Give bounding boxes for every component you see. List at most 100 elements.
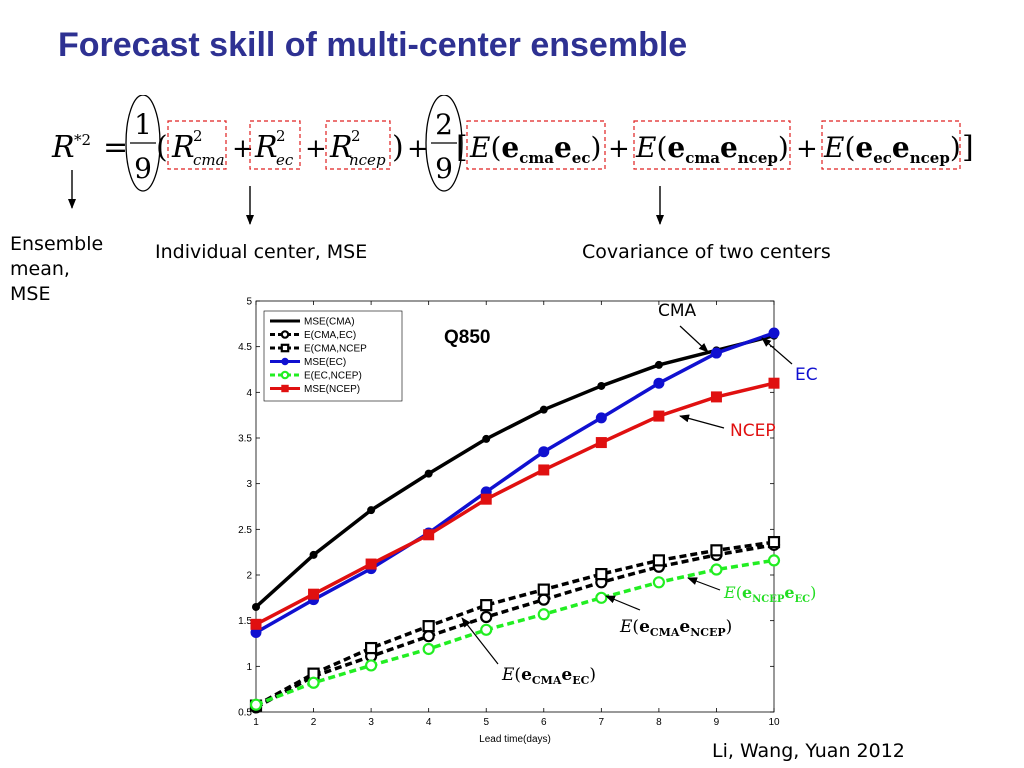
data-point	[365, 558, 377, 570]
series-e-ec-ncep-	[249, 554, 781, 711]
x-tick-label: 1	[253, 717, 259, 728]
data-point	[595, 591, 608, 604]
data-point	[482, 434, 491, 443]
data-point	[710, 347, 722, 359]
data-point	[539, 405, 548, 414]
data-point	[710, 563, 723, 576]
data-point	[308, 588, 320, 600]
svg-text:cma: cma	[193, 151, 225, 169]
svg-text:(: (	[156, 130, 168, 165]
data-point	[597, 381, 606, 390]
data-point	[537, 593, 550, 606]
data-point	[654, 360, 663, 369]
data-point	[423, 529, 435, 541]
arrow-e-ncep-ec	[687, 577, 721, 591]
data-point	[280, 343, 290, 353]
y-tick-label: 5	[246, 297, 252, 308]
y-tick-label: 2.5	[238, 525, 252, 536]
slide-title: Forecast skill of multi-center ensemble	[58, 26, 688, 64]
data-point	[422, 620, 435, 633]
svg-text:R: R	[254, 130, 278, 165]
box-cov-cma-ec	[466, 120, 606, 170]
label-cma: CMA	[658, 301, 697, 321]
x-tick-label: 9	[714, 717, 720, 728]
svg-text:+: +	[232, 134, 254, 164]
axes: 1 2 3 4 5 6 7 8 9 100.511.522.533.544.55	[238, 297, 780, 729]
legend: MSE(CMA) E(CMA,EC) E(CMA,NCEP MSE(EC) E(EC,N…	[263, 310, 403, 402]
legend-label: E(EC,NCEP)	[304, 371, 362, 382]
data-point	[480, 610, 493, 624]
data-point	[537, 583, 550, 596]
arrow-ec	[761, 337, 793, 365]
svg-text:+: +	[608, 134, 630, 164]
box-mse-ec	[249, 120, 301, 170]
data-point	[480, 599, 493, 612]
coef1-denominator: 9	[134, 152, 152, 185]
svg-text:+: +	[407, 134, 429, 164]
label-e-ncep-ec: E(eNCEPeEC)	[723, 583, 816, 605]
data-point	[710, 544, 723, 557]
y-tick-label: 3.5	[238, 434, 252, 445]
y-tick-label: 2	[246, 571, 252, 582]
label-ec: EC	[795, 365, 818, 385]
box-mse-ncep	[325, 120, 391, 170]
y-tick-label: 0.5	[238, 708, 252, 719]
svg-text:+: +	[796, 134, 818, 164]
data-point	[652, 576, 665, 589]
x-tick-label: 7	[599, 717, 605, 728]
annotation-covariance: Covariance of two centers	[582, 241, 831, 263]
data-point	[768, 327, 780, 339]
annotation-ensemble-line: mean,	[10, 258, 70, 280]
label-ncep: NCEP	[730, 421, 776, 441]
x-tick-label: 3	[368, 717, 374, 728]
data-point	[595, 437, 607, 449]
data-point	[422, 630, 435, 643]
svg-text:2: 2	[276, 127, 286, 145]
svg-text:ec: ec	[276, 151, 294, 169]
svg-text:R: R	[171, 130, 195, 165]
data-point	[249, 698, 263, 711]
ensemble-mse-formula: R *2 = 1 9 ( R 2 cma + R 2 ec + R 2 ncep…	[51, 95, 974, 192]
svg-text:[: [	[456, 130, 468, 165]
x-axis-label: Lead time(days)	[479, 734, 551, 745]
data-point	[538, 446, 550, 458]
arrow-e-cma-ec	[461, 617, 499, 665]
coef1-numerator: 1	[134, 108, 152, 141]
arrow-cma	[679, 325, 709, 353]
box-cov-cma-ncep	[633, 120, 791, 170]
y-tick-label: 1.5	[238, 616, 252, 627]
data-point	[281, 357, 289, 366]
series-lines	[249, 327, 781, 714]
data-point	[281, 384, 289, 393]
data-point	[653, 410, 665, 422]
data-point	[595, 412, 607, 424]
data-point	[480, 493, 492, 505]
legend-label: MSE(EC)	[304, 357, 346, 368]
arrow-ncep	[679, 414, 725, 429]
data-point	[653, 377, 665, 389]
svg-text:2: 2	[193, 127, 203, 145]
annotation-ensemble-mean: Ensemble mean, MSE	[10, 232, 130, 307]
legend-label: MSE(NCEP)	[304, 384, 360, 395]
formula-lhs: R	[51, 130, 75, 165]
y-tick-label: 4	[246, 388, 252, 399]
series-line	[255, 331, 775, 635]
x-tick-label: 10	[768, 717, 780, 728]
x-tick-label: 5	[483, 717, 489, 728]
x-tick-label: 8	[656, 717, 662, 728]
svg-text:]: ]	[962, 130, 974, 165]
series-line	[255, 558, 775, 707]
data-point	[537, 608, 550, 621]
coef2-circle	[425, 95, 463, 192]
series-line	[255, 543, 775, 709]
data-point	[365, 659, 378, 672]
formula-equals: =	[103, 130, 128, 165]
data-point	[367, 506, 376, 515]
coef2-denominator: 9	[435, 152, 453, 185]
x-tick-label: 4	[426, 717, 432, 728]
y-tick-label: 3	[246, 479, 252, 490]
data-point	[595, 567, 608, 581]
citation: Li, Wang, Yuan 2012	[712, 740, 905, 762]
svg-text:2: 2	[351, 127, 361, 145]
